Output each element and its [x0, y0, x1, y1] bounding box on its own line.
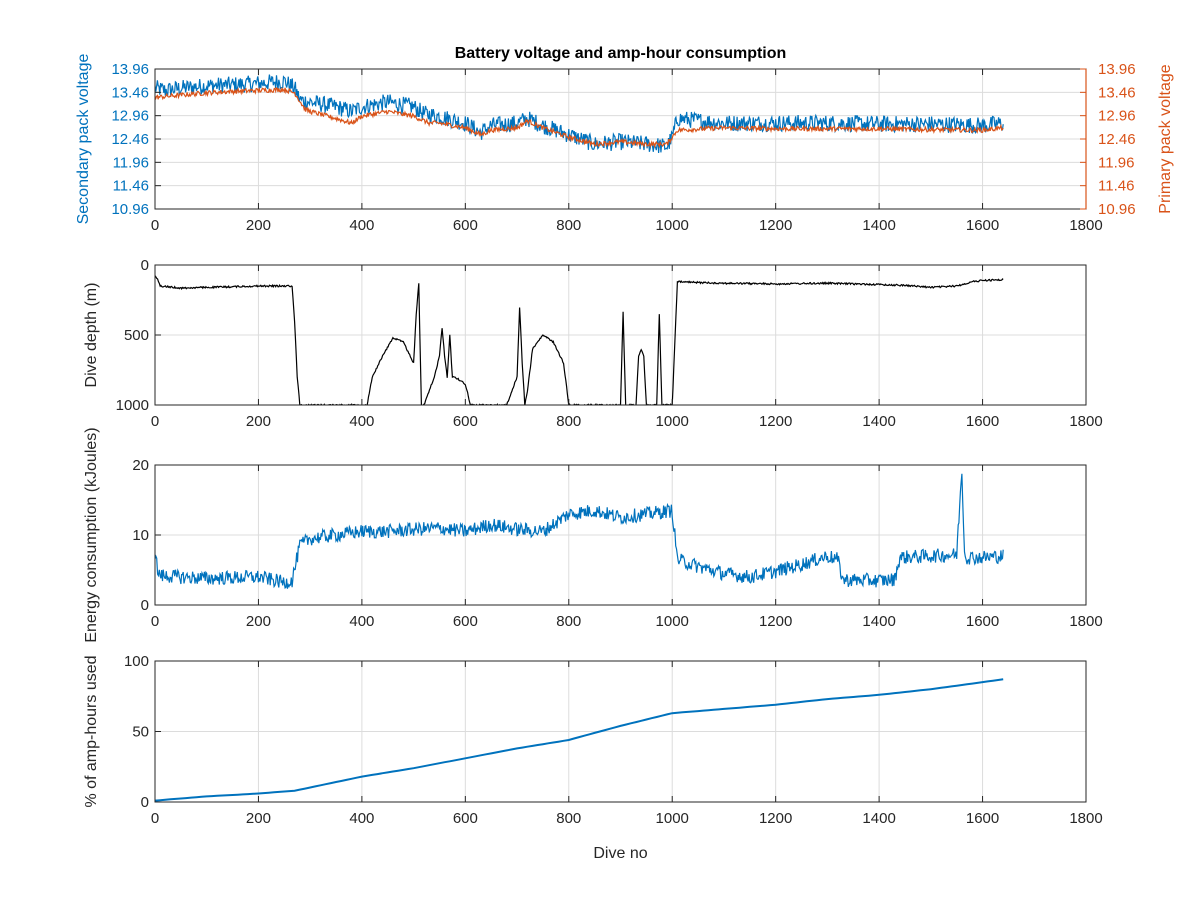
x-tick-label: 200	[246, 217, 271, 234]
y-tick-label: 11.46	[113, 178, 149, 195]
y-tick-label: 10.96	[111, 201, 149, 218]
x-tick-label: 1600	[966, 613, 999, 630]
x-tick-label: 0	[151, 413, 159, 430]
x-tick-label: 1200	[759, 413, 792, 430]
x-tick-label: 600	[453, 413, 478, 430]
x-tick-label: 600	[453, 810, 478, 827]
x-tick-label: 600	[453, 217, 478, 234]
series-line-primary-pack-voltage	[155, 86, 1004, 149]
right-y-tick-label: 10.96	[1098, 201, 1136, 218]
x-tick-label: 800	[556, 217, 581, 234]
right-y-tick-label: 12.46	[1098, 131, 1136, 148]
right-y-tick-label: 11.96	[1098, 154, 1134, 171]
x-tick-label: 200	[246, 810, 271, 827]
y-tick-label: 13.46	[111, 84, 149, 101]
panel-amphours: 0 200 400 600 800 1000 1200 1400 1600 1800 0 50 100%…	[83, 653, 1103, 862]
panel-voltage: 0 200 400 600 800 1000 1200 1400 1600 180010.9611…	[75, 45, 1174, 234]
x-tick-label: 0	[151, 217, 159, 234]
x-tick-label: 1200	[759, 810, 792, 827]
x-tick-label: 1400	[862, 217, 895, 234]
x-tick-label: 1600	[966, 810, 999, 827]
right-y-tick-label: 13.96	[1098, 61, 1136, 78]
chart-title: Battery voltage and amp-hour consumption	[455, 45, 787, 62]
x-tick-label: 400	[349, 810, 374, 827]
y-tick-label: 500	[124, 327, 149, 344]
x-tick-label: 600	[453, 613, 478, 630]
x-tick-label: 400	[349, 413, 374, 430]
x-tick-label: 1000	[656, 217, 689, 234]
x-tick-label: 1800	[1069, 217, 1102, 234]
y-axis-label: Secondary pack voltage	[75, 54, 92, 225]
panel-depth: 0 200 400 600 800 1000 1200 1400 1600 1800 0 500 100…	[83, 257, 1103, 430]
y-tick-label: 50	[132, 724, 149, 741]
x-tick-label: 200	[246, 613, 271, 630]
x-tick-label: 1600	[966, 413, 999, 430]
series-line-amphours	[155, 678, 1004, 802]
right-y-axis-label: Primary pack voltage	[1157, 64, 1174, 213]
x-tick-label: 1400	[862, 413, 895, 430]
y-axis-label: Dive depth (m)	[83, 283, 100, 388]
right-y-tick-label: 11.46	[1098, 178, 1134, 195]
y-tick-label: 100	[124, 653, 149, 670]
y-tick-label: 1000	[116, 397, 149, 414]
x-tick-label: 1800	[1069, 613, 1102, 630]
y-tick-label: 20	[132, 457, 149, 474]
right-y-tick-label: 12.96	[1098, 108, 1136, 125]
y-axis-label: Energy consumption (kJoules)	[83, 427, 100, 642]
x-tick-label: 1200	[759, 613, 792, 630]
series-line-depth	[155, 275, 1004, 405]
x-tick-label: 0	[151, 810, 159, 827]
x-tick-label: 1000	[656, 413, 689, 430]
y-tick-label: 10	[132, 527, 149, 544]
x-tick-label: 800	[556, 413, 581, 430]
x-tick-label: 0	[151, 613, 159, 630]
y-tick-label: 13.96	[111, 61, 149, 78]
y-tick-label: 0	[141, 257, 149, 274]
right-y-tick-label: 13.46	[1098, 84, 1136, 101]
series-line-secondary-pack-voltage	[155, 74, 1004, 154]
x-tick-label: 1200	[759, 217, 792, 234]
x-tick-label: 800	[556, 810, 581, 827]
y-tick-label: 12.96	[111, 108, 149, 125]
y-axis-label: % of amp-hours used	[83, 655, 100, 807]
x-tick-label: 1800	[1069, 810, 1102, 827]
x-tick-label: 400	[349, 613, 374, 630]
x-axis-label: Dive no	[593, 845, 647, 862]
x-tick-label: 200	[246, 413, 271, 430]
x-tick-label: 1400	[862, 613, 895, 630]
x-tick-label: 400	[349, 217, 374, 234]
x-tick-label: 1600	[966, 217, 999, 234]
panel-energy: 0 200 400 600 800 1000 1200 1400 1600 1800 0 10 20 En…	[83, 427, 1103, 642]
y-tick-label: 11.96	[113, 154, 149, 171]
y-tick-label: 12.46	[111, 131, 149, 148]
x-tick-label: 1000	[656, 810, 689, 827]
x-tick-label: 1400	[862, 810, 895, 827]
series-line-energy	[155, 473, 1004, 589]
y-tick-label: 0	[141, 794, 149, 811]
y-tick-label: 0	[141, 597, 149, 614]
x-tick-label: 800	[556, 613, 581, 630]
x-tick-label: 1800	[1069, 413, 1102, 430]
x-tick-label: 1000	[656, 613, 689, 630]
